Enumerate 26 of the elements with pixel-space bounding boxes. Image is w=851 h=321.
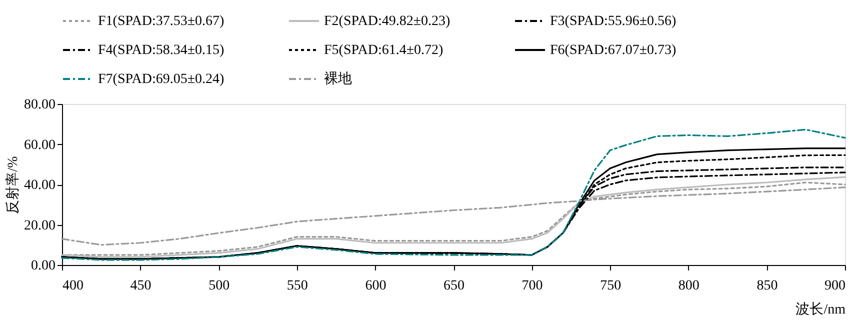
legend-label: F3(SPAD:55.96±0.56) (550, 14, 677, 29)
x-tick-label: 850 (756, 278, 778, 294)
y-tick-label: 0.00 (31, 258, 56, 274)
x-tick-label: 750 (600, 278, 622, 294)
legend-label: F7(SPAD:69.05±0.24) (98, 72, 225, 87)
legend-label: F4(SPAD:58.34±0.15) (98, 43, 225, 58)
y-tick-label: 60.00 (24, 138, 56, 153)
x-tick-label: 500 (208, 278, 230, 294)
x-axis-title: 波长/nm (796, 302, 846, 318)
x-tick-label: 700 (522, 278, 543, 294)
x-tick-label: 550 (286, 278, 308, 294)
x-tick-label: 800 (678, 278, 700, 294)
y-tick-label: 20.00 (24, 218, 56, 234)
legend-label: 裸地 (324, 71, 352, 87)
y-tick-label: 40.00 (24, 178, 56, 193)
y-tick-label: 80.00 (24, 98, 56, 112)
x-tick-label: 650 (444, 278, 464, 294)
y-axis-title: 反射率/% (5, 156, 21, 214)
x-tick-label: 600 (365, 278, 386, 294)
x-tick-label: 400 (62, 278, 84, 294)
legend-label: F5(SPAD:61.4±0.72) (324, 43, 444, 58)
x-tick-label: 450 (130, 278, 152, 294)
x-tick-label: 900 (824, 278, 846, 294)
legend-label: F1(SPAD:37.53±0.67) (98, 14, 225, 29)
legend-label: F2(SPAD:49.82±0.23) (324, 14, 451, 29)
legend-label: F6(SPAD:67.07±0.73) (550, 43, 677, 58)
